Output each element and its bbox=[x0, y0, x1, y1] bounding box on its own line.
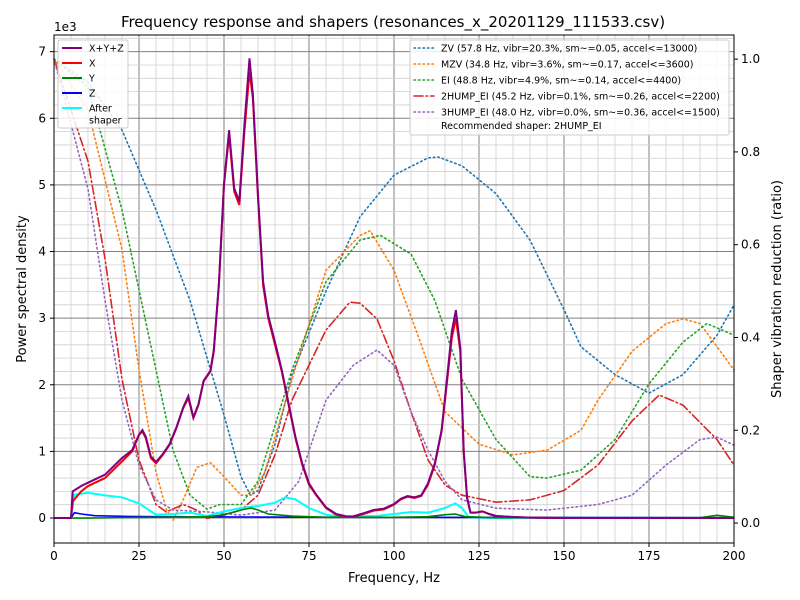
y-right-tick-label: 1.0 bbox=[741, 52, 760, 66]
shaper-curve-mzv bbox=[53, 58, 735, 522]
y-right-tick-label: 0.4 bbox=[741, 330, 760, 344]
legend-label: ZV (57.8 Hz, vibr=20.3%, sm~=0.05, accel… bbox=[441, 44, 697, 55]
chart-title: Frequency response and shapers (resonanc… bbox=[121, 13, 665, 32]
y-tick-label: 5 bbox=[38, 178, 46, 192]
shaper-curve-2hump_ei bbox=[53, 58, 735, 520]
ticks: 0 25 50 75 100 125 150 175 200 0 1 2 3 4 5 6 7 0.0 0.2 0.4 0… bbox=[38, 45, 760, 563]
psd-curve-y bbox=[54, 507, 735, 519]
x-tick-label: 100 bbox=[383, 549, 406, 563]
psd-curve-xyz bbox=[54, 58, 734, 520]
y-right-tick-label: 0.0 bbox=[741, 516, 760, 530]
recommended-shaper-text: Recommended shaper: 2HUMP_EI bbox=[441, 121, 602, 132]
shaper-curve-ei bbox=[53, 58, 735, 511]
legend-label: After bbox=[89, 104, 112, 115]
legend-label: X bbox=[89, 59, 96, 70]
legend-label: MZV (34.8 Hz, vibr=3.6%, sm~=0.17, accel… bbox=[441, 60, 693, 71]
legend-label: 2HUMP_EI (45.2 Hz, vibr=0.1%, sm~=0.26, … bbox=[441, 92, 720, 103]
y-right-tick-label: 0.8 bbox=[741, 145, 760, 159]
y-tick-label: 6 bbox=[38, 111, 46, 125]
shaper-curve-zv bbox=[53, 58, 735, 497]
x-tick-label: 25 bbox=[131, 549, 146, 563]
y-axis-label: Power spectral density bbox=[15, 215, 30, 363]
legend-shapers-box bbox=[409, 39, 730, 136]
x-tick-label: 50 bbox=[216, 549, 231, 563]
x-tick-label: 200 bbox=[723, 549, 746, 563]
legend-label: 3HUMP_EI (48.0 Hz, vibr=0.0%, sm~=0.36, … bbox=[441, 108, 720, 119]
y-axis-right-label: Shaper vibration reduction (ratio) bbox=[770, 180, 785, 398]
legend-label: X+Y+Z bbox=[89, 44, 124, 55]
x-tick-label: 175 bbox=[638, 549, 661, 563]
y-tick-label: 4 bbox=[38, 245, 46, 259]
y-offset-label: 1e3 bbox=[54, 20, 77, 34]
grid bbox=[53, 35, 735, 543]
y-right-tick-label: 0.6 bbox=[741, 238, 760, 252]
y-tick-label: 2 bbox=[38, 378, 46, 392]
psd-curve-after-shaper bbox=[54, 491, 734, 520]
x-tick-label: 125 bbox=[468, 549, 491, 563]
x-axis-label: Frequency, Hz bbox=[348, 571, 440, 586]
x-tick-label: 0 bbox=[50, 549, 58, 563]
series-layer bbox=[53, 58, 735, 522]
y-tick-label: 3 bbox=[38, 311, 46, 325]
legend-shapers: Recommended shaper: 2HUMP_EI ZV (57.8 Hz… bbox=[409, 39, 730, 136]
y-tick-label: 1 bbox=[38, 444, 46, 458]
x-tick-label: 75 bbox=[301, 549, 316, 563]
shaper-curve-3hump_ei bbox=[53, 58, 735, 516]
legend-label: Y bbox=[88, 74, 95, 85]
y-right-tick-label: 0.2 bbox=[741, 423, 760, 437]
y-tick-label: 0 bbox=[38, 511, 46, 525]
legend-label: Z bbox=[89, 89, 96, 100]
y-tick-label: 7 bbox=[38, 45, 46, 59]
legend-label: EI (48.8 Hz, vibr=4.9%, sm~=0.14, accel<… bbox=[441, 76, 681, 87]
legend-label: shaper bbox=[89, 116, 122, 127]
x-tick-label: 150 bbox=[553, 549, 576, 563]
